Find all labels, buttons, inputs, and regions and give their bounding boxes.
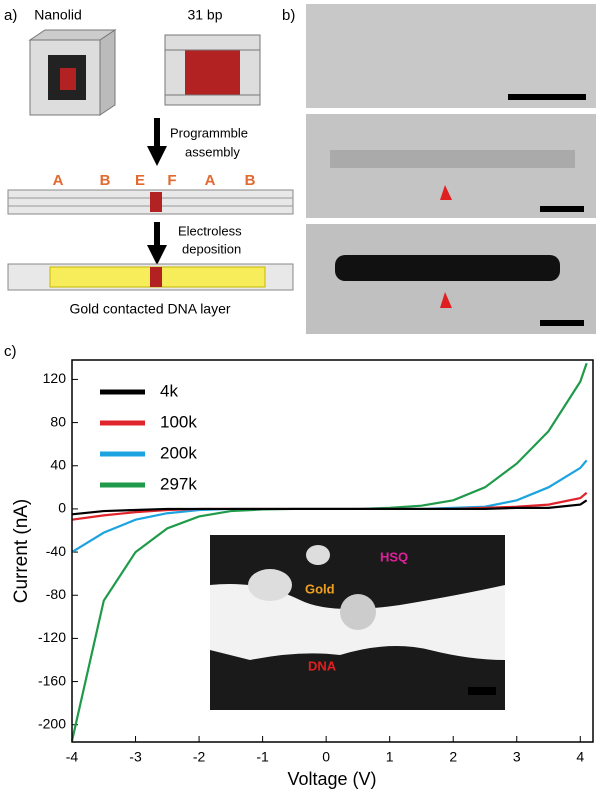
series-line [71,491,588,521]
y-tick-label: -200 [38,715,66,731]
legend-label: 100k [160,412,197,431]
arrow [440,185,452,200]
panel-label: a) [4,7,17,24]
panel-a: a) Nanolid 31 bp Programmble assembly A … [4,7,294,317]
rod-image [335,255,560,281]
nanolid-cube [28,29,117,116]
step-label: Programmble [170,125,248,140]
panel-b: b) [282,4,596,334]
y-tick-label: -160 [38,672,66,688]
legend-label: 200k [160,443,197,462]
scale-bar [540,320,584,326]
panel-c: c) Current (nA) Voltage (V) -200-160-120… [4,343,594,789]
segment-letter: E [135,172,145,189]
arrow [147,118,167,166]
legend-label: 297k [160,474,197,493]
inset-label: DNA [308,658,337,673]
step-label: deposition [182,241,241,256]
step-label: Electroless [178,223,242,238]
x-tick-label: -1 [256,749,269,765]
micrograph [306,4,596,108]
segment-letter: B [100,172,111,189]
y-tick-label: 0 [58,500,66,516]
scale-bar [508,94,586,100]
plot-frame [71,359,594,743]
x-tick-label: -2 [193,749,206,765]
caption: Gold contacted DNA layer [69,301,230,317]
bp-block [164,34,261,106]
y-tick-label: -120 [38,629,66,645]
gold-rod [7,263,294,291]
rod-image [330,150,575,168]
inset-blob [306,545,330,565]
arrow [440,292,452,308]
y-axis-label: Current (nA) [11,499,32,604]
y-tick-label: 120 [43,370,67,386]
x-tick-label: 3 [513,749,521,765]
inset-blob [248,569,292,601]
panel-label: b) [282,7,295,24]
segment-letter: A [53,172,64,189]
x-axis-label: Voltage (V) [287,769,376,789]
x-tick-label: 2 [449,749,457,765]
inset: Gold HSQ DNA [210,535,505,710]
panel-label: c) [4,343,17,360]
legend-label: 4k [160,381,178,400]
series-line [71,499,588,516]
y-tick-label: 80 [50,413,66,429]
inset-scale-bar [468,687,496,695]
y-tick-label: -80 [46,586,66,602]
label: 31 bp [187,7,222,23]
inset-label: HSQ [380,549,408,564]
y-tick-label: -40 [46,543,66,559]
x-tick-label: -4 [66,749,79,765]
x-tick-label: 1 [386,749,394,765]
inset-label: Gold [305,581,335,596]
step-label: assembly [185,144,240,159]
x-tick-label: 0 [322,749,330,765]
inset-blob [340,594,376,630]
segment-letter: B [245,172,256,189]
x-tick-label: -3 [129,749,142,765]
x-tick-label: 4 [576,749,584,765]
label: Nanolid [34,7,81,23]
arrow [147,222,167,265]
segment-letter: F [167,172,176,189]
y-tick-label: 40 [50,456,66,472]
scale-bar [540,206,584,212]
segment-letter: A [205,172,216,189]
rod [7,189,294,215]
